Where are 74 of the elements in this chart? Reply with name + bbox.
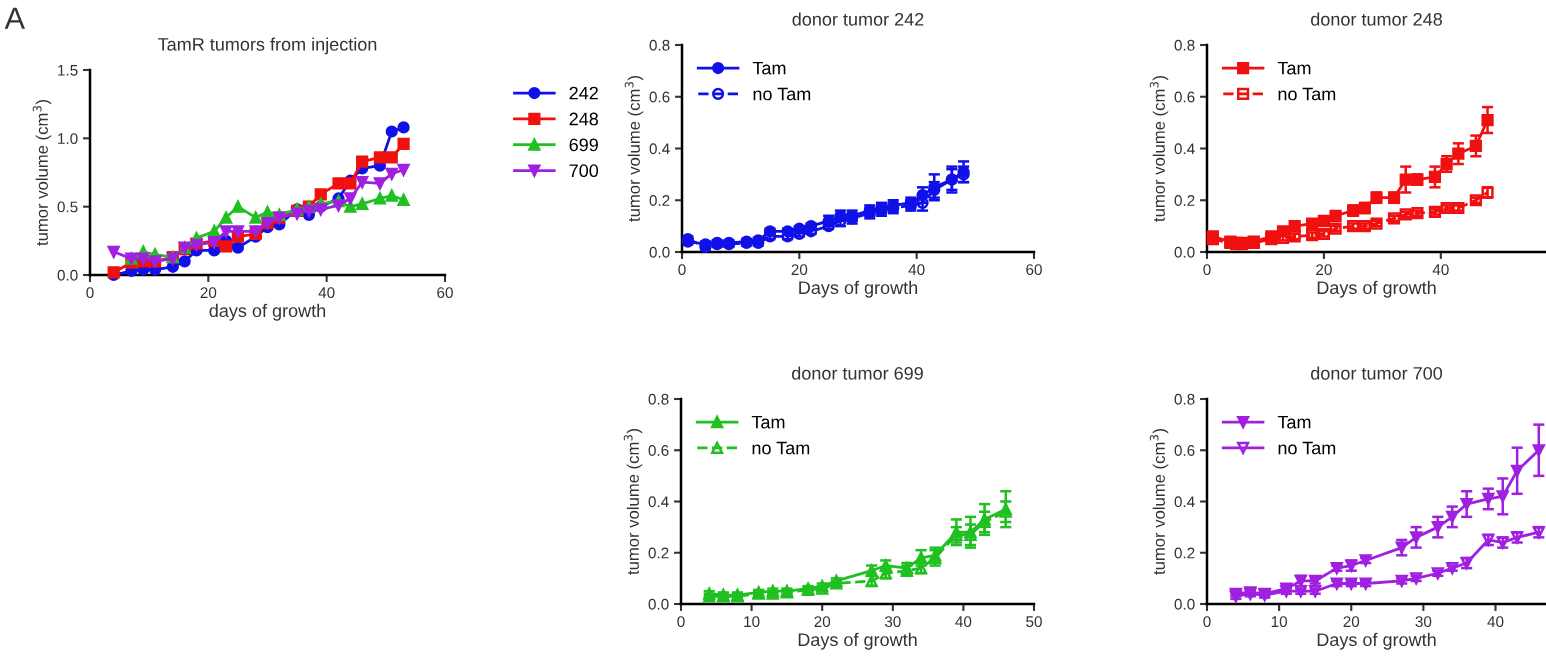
y-tick-label: 0.6 xyxy=(649,91,670,103)
y-tick-label: 0.6 xyxy=(1174,445,1195,456)
y-tick-label: 0.4 xyxy=(1174,143,1195,155)
y-tick-label: 0.6 xyxy=(648,445,669,456)
legend-label: 700 xyxy=(569,164,599,178)
x-axis-title: Days of growth xyxy=(798,632,917,650)
y-tick-label: 0.8 xyxy=(649,39,670,51)
x-tick-label: 20 xyxy=(1343,616,1360,628)
x-tick-label: 0 xyxy=(1203,264,1211,276)
x-tick-label: 40 xyxy=(955,616,972,628)
x-tick-label: 40 xyxy=(1487,616,1504,628)
x-tick-label: 30 xyxy=(884,616,901,628)
x-axis-title: Days of growth xyxy=(799,280,918,298)
y-tick-label: 0.2 xyxy=(1174,547,1195,559)
x-tick-label: 0 xyxy=(678,264,686,276)
legend-label: 248 xyxy=(569,112,599,126)
x-tick-label: 0 xyxy=(677,616,685,628)
y-tick-label: 0.0 xyxy=(57,269,78,281)
text: A xyxy=(4,7,25,29)
x-tick-label: 20 xyxy=(791,264,808,276)
x-tick-label: 0 xyxy=(1203,616,1211,628)
y-axis-title: tumor volume (cm$^{3}$) xyxy=(1149,76,1169,222)
x-axis-title: days of growth xyxy=(209,303,326,321)
chart-title: donor tumor 248 xyxy=(1311,12,1442,26)
x-tick-label: 10 xyxy=(1271,616,1288,628)
legend-label: Tam xyxy=(1277,61,1311,75)
y-axis-title: tumor volume (cm$^{3}$) xyxy=(624,76,644,222)
x-axis-title: Days of growth xyxy=(1317,280,1436,298)
x-tick-label: 40 xyxy=(318,287,335,299)
x-tick-label: 0 xyxy=(86,287,94,299)
y-tick-label: 0.6 xyxy=(1174,91,1195,103)
y-tick-label: 0.4 xyxy=(1174,496,1195,508)
legend-label: no Tam xyxy=(1278,441,1336,455)
y-tick-label: 0.0 xyxy=(1174,598,1195,610)
chart-title: donor tumor 700 xyxy=(1311,366,1443,380)
x-tick-label: 40 xyxy=(908,264,925,276)
x-tick-label: 10 xyxy=(744,616,760,628)
y-tick-label: 1.5 xyxy=(58,65,78,76)
legend-label: 699 xyxy=(569,138,598,152)
x-tick-label: 20 xyxy=(814,616,831,628)
y-axis-title: tumor volume (cm$^{3}$) xyxy=(623,429,643,575)
x-tick-label: 60 xyxy=(437,287,453,299)
legend-label: Tam xyxy=(752,61,786,75)
x-tick-label: 40 xyxy=(1432,264,1449,276)
chart-title: donor tumor 699 xyxy=(792,366,923,380)
y-tick-label: 0.0 xyxy=(648,598,669,610)
y-tick-label: 0.2 xyxy=(648,547,669,559)
chart-title: donor tumor 242 xyxy=(792,12,924,26)
legend-label: 242 xyxy=(569,86,598,100)
legend-label: Tam xyxy=(751,415,785,429)
y-tick-label: 1.0 xyxy=(58,133,78,145)
x-tick-label: 20 xyxy=(1316,264,1332,276)
y-tick-label: 0.8 xyxy=(1174,39,1195,51)
y-tick-label: 0.0 xyxy=(1174,246,1195,258)
y-tick-label: 0.2 xyxy=(649,195,670,206)
legend-label: Tam xyxy=(1277,415,1311,429)
chart-title: TamR tumors from injection xyxy=(158,37,377,55)
y-axis-title: tumor volume (cm$^{3}$) xyxy=(1149,429,1169,575)
y-tick-label: 0.4 xyxy=(648,496,669,508)
y-tick-label: 0.4 xyxy=(649,143,670,155)
legend-label: no Tam xyxy=(752,441,810,455)
x-tick-label: 20 xyxy=(200,287,217,299)
y-tick-label: 0.8 xyxy=(1174,393,1195,405)
legend-label: no Tam xyxy=(1278,87,1336,101)
y-tick-label: 0.8 xyxy=(648,393,669,405)
y-tick-label: 0.0 xyxy=(649,246,670,258)
x-tick-label: 60 xyxy=(1026,264,1042,276)
legend-label: no Tam xyxy=(753,87,811,101)
x-tick-label: 50 xyxy=(1026,616,1042,628)
y-axis-title: tumor volume (cm$^{3}$) xyxy=(32,100,52,246)
x-axis-title: Days of growth xyxy=(1317,632,1436,650)
y-tick-label: 0.5 xyxy=(57,201,78,213)
y-tick-label: 0.2 xyxy=(1174,195,1195,206)
x-tick-label: 30 xyxy=(1415,616,1432,628)
